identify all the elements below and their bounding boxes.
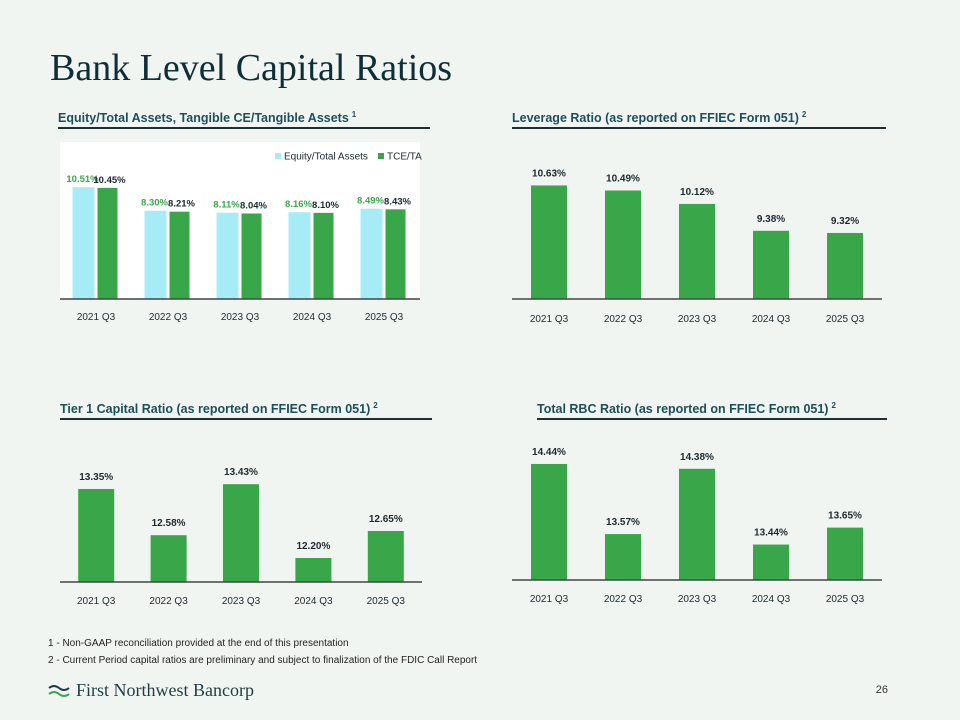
category-tick-label: 2025 Q3 <box>826 594 865 605</box>
category-tick-label: 2022 Q3 <box>604 314 643 325</box>
chart-title-note: 1 <box>351 110 357 119</box>
bar-4 <box>367 531 404 582</box>
page-number: 26 <box>875 684 888 696</box>
data-label: 9.38% <box>757 214 785 225</box>
bar-tce-1 <box>169 211 190 299</box>
bar-3 <box>753 544 789 580</box>
category-tick-label: 2024 Q3 <box>752 594 791 605</box>
category-tick-label: 2025 Q3 <box>367 596 406 607</box>
category-tick-label: 2025 Q3 <box>365 312 404 323</box>
logo-wave-icon <box>48 684 70 697</box>
bar-3 <box>753 230 789 299</box>
data-label: 14.44% <box>532 447 566 458</box>
chart-title-leverage: Leverage Ratio (as reported on FFIEC For… <box>512 110 886 130</box>
category-tick-label: 2024 Q3 <box>294 596 333 607</box>
bar-equity-1 <box>144 210 167 299</box>
data-label: 9.32% <box>831 216 859 227</box>
category-tick-label: 2022 Q3 <box>604 594 643 605</box>
category-tick-label: 2022 Q3 <box>149 596 188 607</box>
chart-title-equity: Equity/Total Assets, Tangible CE/Tangibl… <box>58 110 430 130</box>
total-rbc-chart: 14.44% 2021 Q3 13.57% 2022 Q3 14.38% 2023 Q3 1… <box>512 447 882 605</box>
category-tick-label: 2023 Q3 <box>678 314 717 325</box>
bar-2 <box>679 203 715 299</box>
category-tick-label: 2025 Q3 <box>826 314 865 325</box>
data-label: 10.12% <box>680 187 714 198</box>
chart-title-text: Leverage Ratio (as reported on FFIEC For… <box>512 111 799 126</box>
chart-title-note: 2 <box>373 401 378 410</box>
bar-0 <box>531 185 567 299</box>
data-label: 14.38% <box>680 452 714 463</box>
bar-tce-4 <box>385 209 406 299</box>
bar-4 <box>827 232 863 299</box>
category-tick-label: 2021 Q3 <box>77 312 116 323</box>
data-label: 12.58% <box>152 518 186 529</box>
category-tick-label: 2021 Q3 <box>530 314 569 325</box>
data-label: 13.43% <box>224 467 258 478</box>
bar-equity-0 <box>72 187 95 299</box>
company-logo: First Northwest Bancorp <box>48 680 254 701</box>
data-label: 8.43% <box>384 196 411 207</box>
bar-1 <box>150 535 187 582</box>
data-label: 8.10% <box>312 200 339 211</box>
category-tick-label: 2022 Q3 <box>149 312 188 323</box>
bar-1 <box>605 190 641 299</box>
data-label: 10.49% <box>606 174 640 185</box>
data-label: 8.11% <box>213 200 240 211</box>
bar-1 <box>605 534 641 580</box>
bar-equity-3 <box>288 212 311 299</box>
bar-2 <box>223 484 259 582</box>
data-label: 8.30% <box>141 198 168 209</box>
chart-title-text: Tier 1 Capital Ratio (as reported on FFI… <box>60 402 371 417</box>
data-label: 13.44% <box>754 528 788 539</box>
bar-tce-3 <box>313 212 334 299</box>
data-label: 12.20% <box>296 541 330 552</box>
legend-label: Equity/Total Assets <box>284 152 368 163</box>
category-tick-label: 2023 Q3 <box>221 312 260 323</box>
category-tick-label: 2021 Q3 <box>530 594 569 605</box>
data-label: 8.49% <box>357 196 384 207</box>
data-label: 10.45% <box>93 175 126 186</box>
bar-4 <box>827 527 863 580</box>
category-tick-label: 2024 Q3 <box>293 312 332 323</box>
page-title: Bank Level Capital Ratios <box>50 47 453 89</box>
footnote-2: 2 - Current Period capital ratios are pr… <box>48 655 478 666</box>
bar-equity-4 <box>360 208 383 299</box>
chart-title-tier1: Tier 1 Capital Ratio (as reported on FFI… <box>60 401 432 421</box>
data-label: 13.57% <box>606 517 640 528</box>
data-label: 8.04% <box>240 200 267 211</box>
category-tick-label: 2023 Q3 <box>678 594 717 605</box>
bar-equity-2 <box>216 212 239 299</box>
legend-swatch-equity <box>275 153 281 159</box>
data-label: 10.63% <box>532 168 566 179</box>
bar-tce-0 <box>97 187 118 299</box>
equity-tce-chart: 10.51%10.45% 2021 Q3 8.30% 8.21% 2022 Q3 8.11… <box>60 142 422 323</box>
bar-3 <box>295 558 332 582</box>
leverage-ratio-chart: 10.63% 2021 Q3 10.49% 2022 Q3 10.12% 2023 Q3 9… <box>512 168 882 325</box>
plot-area <box>60 142 420 299</box>
legend-label: TCE/TA <box>387 152 422 163</box>
category-tick-label: 2023 Q3 <box>222 596 261 607</box>
data-label: 13.65% <box>828 511 862 522</box>
tier1-capital-chart: 13.35% 2021 Q3 12.58% 2022 Q3 13.43% 2023 Q3 1… <box>60 467 422 607</box>
logo-text: First Northwest Bancorp <box>76 680 254 700</box>
footnote-1: 1 - Non-GAAP reconciliation provided at … <box>48 638 349 649</box>
chart-title-note: 2 <box>831 401 836 410</box>
chart-title-text: Equity/Total Assets, Tangible CE/Tangibl… <box>58 111 349 126</box>
chart-title-total-rbc: Total RBC Ratio (as reported on FFIEC Fo… <box>537 401 887 421</box>
bar-0 <box>78 489 115 582</box>
bar-0 <box>531 463 567 580</box>
category-tick-label: 2021 Q3 <box>77 596 116 607</box>
chart-title-note: 2 <box>801 110 807 119</box>
bar-2 <box>679 468 715 580</box>
data-label: 13.35% <box>79 472 113 483</box>
category-tick-label: 2024 Q3 <box>752 314 791 325</box>
data-label: 12.65% <box>369 514 403 525</box>
bar-tce-2 <box>241 213 262 299</box>
chart-title-text: Total RBC Ratio (as reported on FFIEC Fo… <box>537 402 829 417</box>
data-label: 8.16% <box>285 199 312 210</box>
data-label: 10.51% <box>66 174 99 185</box>
legend-swatch-tce <box>378 153 384 159</box>
data-label: 8.21% <box>168 199 195 210</box>
